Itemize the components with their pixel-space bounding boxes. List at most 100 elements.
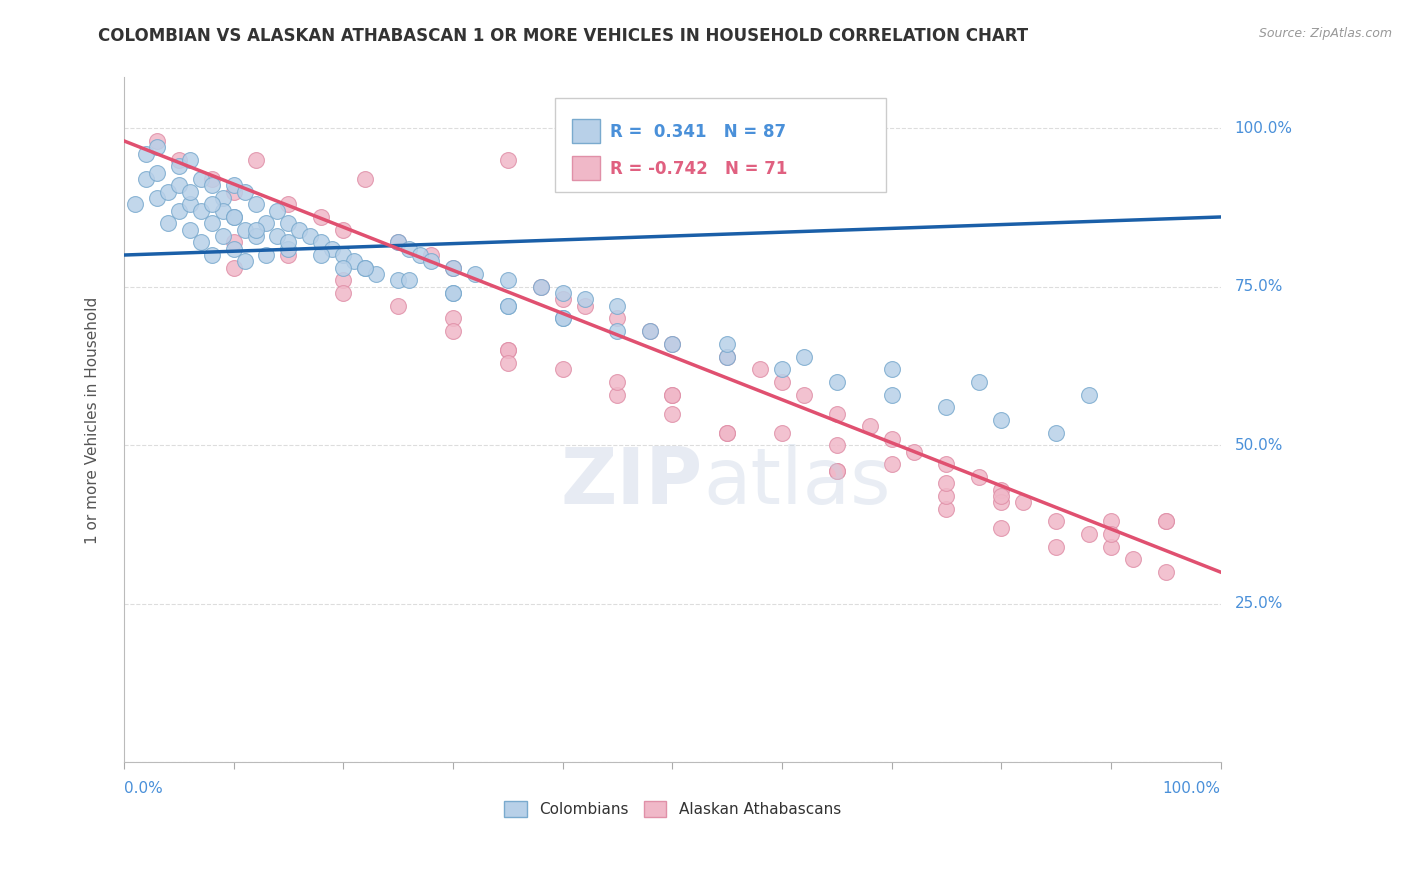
Text: R = -0.742   N = 71: R = -0.742 N = 71 — [610, 160, 787, 178]
Point — [146, 134, 169, 148]
Text: 75.0%: 75.0% — [1234, 279, 1282, 294]
Point — [496, 343, 519, 358]
Point — [387, 273, 409, 287]
Point — [387, 235, 409, 250]
Text: 100.0%: 100.0% — [1234, 120, 1292, 136]
Y-axis label: 1 or more Vehicles in Household: 1 or more Vehicles in Household — [86, 296, 100, 543]
Point — [256, 248, 278, 262]
Point — [770, 425, 793, 440]
Point — [179, 197, 201, 211]
Point — [661, 387, 683, 401]
Point — [496, 299, 519, 313]
Point — [749, 362, 772, 376]
Text: 100.0%: 100.0% — [1163, 781, 1220, 796]
Point — [551, 311, 574, 326]
Point — [441, 260, 464, 275]
Point — [496, 153, 519, 167]
Point — [420, 248, 443, 262]
Point — [311, 235, 333, 250]
Point — [167, 203, 190, 218]
Point — [496, 356, 519, 370]
Point — [606, 299, 628, 313]
Text: 50.0%: 50.0% — [1234, 438, 1282, 453]
Point — [190, 203, 212, 218]
Point — [366, 267, 388, 281]
Point — [1045, 515, 1067, 529]
Point — [793, 387, 815, 401]
Point — [146, 140, 169, 154]
Point — [716, 350, 738, 364]
Point — [332, 248, 354, 262]
Point — [640, 324, 662, 338]
Point — [661, 336, 683, 351]
Point — [332, 286, 354, 301]
Point — [201, 248, 224, 262]
Point — [825, 464, 848, 478]
Point — [354, 260, 377, 275]
Point — [124, 197, 146, 211]
Point — [496, 273, 519, 287]
Point — [1154, 515, 1177, 529]
Legend: Colombians, Alaskan Athabascans: Colombians, Alaskan Athabascans — [498, 795, 846, 823]
Point — [990, 521, 1012, 535]
Point — [661, 387, 683, 401]
Point — [245, 222, 267, 236]
Point — [606, 311, 628, 326]
Point — [179, 185, 201, 199]
Point — [201, 172, 224, 186]
Text: 0.0%: 0.0% — [124, 781, 163, 796]
Point — [990, 483, 1012, 497]
Point — [179, 222, 201, 236]
Point — [233, 222, 256, 236]
Point — [211, 191, 233, 205]
Point — [716, 425, 738, 440]
Point — [935, 476, 957, 491]
Point — [211, 203, 233, 218]
Point — [441, 286, 464, 301]
Point — [1099, 540, 1122, 554]
Point — [530, 279, 553, 293]
Point — [311, 210, 333, 224]
Point — [420, 254, 443, 268]
Point — [716, 425, 738, 440]
Point — [606, 324, 628, 338]
Point — [245, 229, 267, 244]
Point — [1045, 540, 1067, 554]
Point — [332, 260, 354, 275]
Point — [903, 444, 925, 458]
Point — [990, 495, 1012, 509]
Point — [277, 242, 299, 256]
Point — [1012, 495, 1035, 509]
Point — [222, 260, 245, 275]
Point — [969, 375, 991, 389]
Point — [496, 343, 519, 358]
Point — [1099, 527, 1122, 541]
Point — [825, 407, 848, 421]
Point — [354, 260, 377, 275]
Point — [266, 203, 288, 218]
Point — [969, 470, 991, 484]
Point — [167, 178, 190, 193]
Point — [222, 242, 245, 256]
Point — [574, 299, 596, 313]
Text: 25.0%: 25.0% — [1234, 597, 1282, 611]
Point — [201, 216, 224, 230]
Point — [201, 197, 224, 211]
Point — [179, 153, 201, 167]
Point — [190, 235, 212, 250]
Point — [233, 254, 256, 268]
Point — [277, 197, 299, 211]
Point — [222, 210, 245, 224]
Point — [277, 235, 299, 250]
Point — [222, 235, 245, 250]
Text: atlas: atlas — [703, 443, 890, 520]
Point — [661, 407, 683, 421]
Point — [277, 216, 299, 230]
Point — [398, 242, 420, 256]
Point — [606, 375, 628, 389]
Text: Source: ZipAtlas.com: Source: ZipAtlas.com — [1258, 27, 1392, 40]
Point — [266, 229, 288, 244]
Point — [990, 489, 1012, 503]
Point — [551, 293, 574, 307]
Point — [245, 153, 267, 167]
